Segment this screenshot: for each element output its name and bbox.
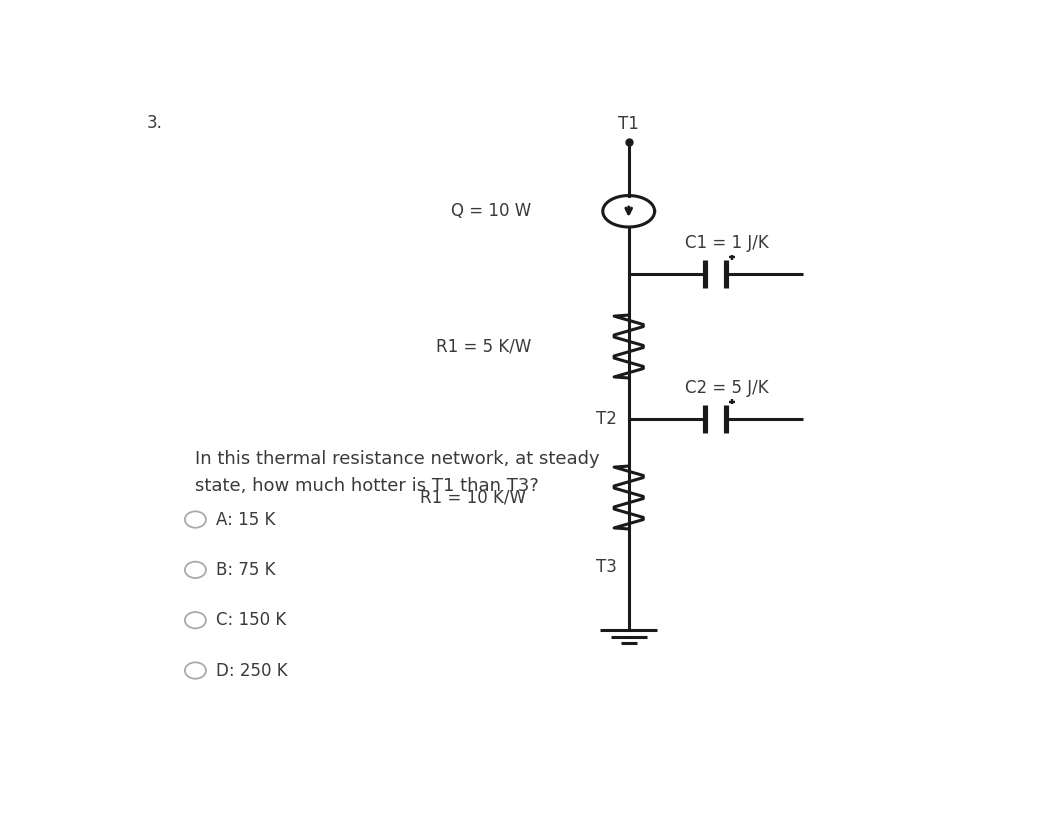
Text: Q = 10 W: Q = 10 W bbox=[451, 203, 532, 221]
Text: R1 = 5 K/W: R1 = 5 K/W bbox=[436, 337, 532, 355]
Text: 3.: 3. bbox=[146, 114, 163, 132]
Text: B: 75 K: B: 75 K bbox=[215, 560, 275, 579]
Text: C1 = 1 J/K: C1 = 1 J/K bbox=[686, 234, 769, 252]
Text: D: 250 K: D: 250 K bbox=[215, 662, 287, 680]
Text: In this thermal resistance network, at steady
state, how much hotter is T1 than : In this thermal resistance network, at s… bbox=[195, 450, 600, 495]
Text: T2: T2 bbox=[596, 410, 617, 428]
Text: T3: T3 bbox=[596, 558, 617, 576]
Text: A: 15 K: A: 15 K bbox=[215, 511, 275, 529]
Text: C: 150 K: C: 150 K bbox=[215, 611, 286, 629]
Text: T1: T1 bbox=[619, 114, 640, 132]
Text: R1 = 10 K/W: R1 = 10 K/W bbox=[420, 489, 526, 507]
Text: C2 = 5 J/K: C2 = 5 J/K bbox=[686, 379, 769, 397]
